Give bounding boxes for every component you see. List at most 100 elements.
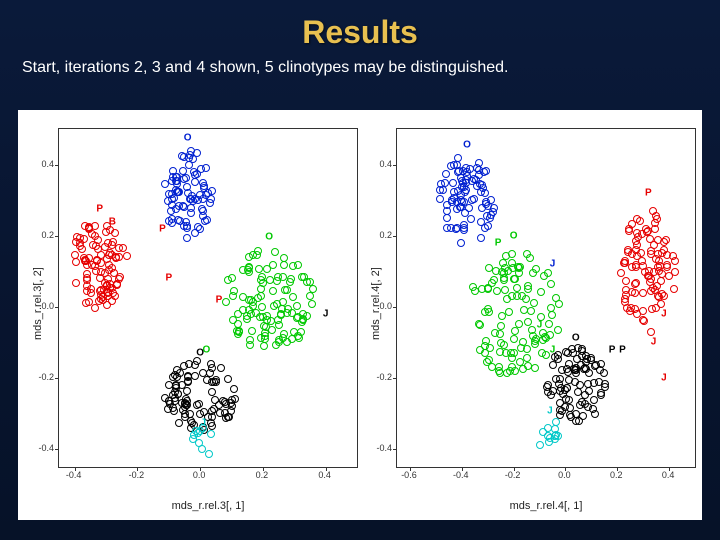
data-point [572,410,580,418]
data-point [496,369,504,377]
data-point [468,177,476,185]
data-point [595,378,603,386]
data-point [584,380,592,388]
data-point [199,369,207,377]
data-point [623,304,631,312]
data-point [274,273,282,281]
data-point [110,269,118,277]
data-point [663,263,671,271]
data-point [83,261,91,269]
ytick: 0.2 [30,230,54,240]
data-point [249,251,257,259]
data-point [633,241,641,249]
data-point [203,216,211,224]
data-point [254,294,262,302]
cluster-label: O [572,333,580,344]
data-point [481,224,489,232]
data-point [191,229,199,237]
data-point [511,275,519,283]
page-subtitle: Start, iterations 2, 3 and 4 shown, 5 cl… [0,59,720,87]
data-point [462,164,470,172]
data-point [207,430,215,438]
data-point [481,189,489,197]
data-point [85,298,93,306]
data-point [596,366,604,374]
data-point [524,362,532,370]
data-point [229,316,237,324]
data-point [527,307,535,315]
data-point [590,396,598,404]
data-point [193,149,201,157]
xtick: -0.6 [394,470,424,480]
data-point [78,245,86,253]
xtick: -0.4 [59,470,89,480]
outlier-label: O [203,344,211,355]
data-point [161,180,169,188]
data-point [248,327,256,335]
outlier-label: P [495,237,502,248]
data-point [460,226,468,234]
xlabel-right: mds_r.rel.4[, 1] [510,500,583,512]
xtick: 0.2 [247,470,277,480]
data-point [469,283,477,291]
data-point [111,229,119,237]
data-point [196,191,204,199]
data-point [202,164,210,172]
data-point [191,178,199,186]
data-point [591,410,599,418]
data-point [299,316,307,324]
data-point [187,204,195,212]
outlier-label: P [609,344,616,355]
data-point [165,190,173,198]
data-point [465,204,473,212]
data-point [281,286,289,294]
xtick: 0.4 [310,470,340,480]
xtick: 0.0 [184,470,214,480]
data-point [280,261,288,269]
data-point [183,224,191,232]
data-point [523,354,531,362]
outlier-label: J [550,344,556,355]
data-point [230,385,238,393]
data-point [516,358,524,366]
xtick: 0.4 [653,470,683,480]
data-point [184,377,192,385]
data-point [175,202,183,210]
cluster-label: O [510,230,518,241]
data-point [651,219,659,227]
data-point [547,280,555,288]
data-point [631,280,639,288]
cluster-label: O [463,140,471,151]
data-point [622,277,630,285]
data-point [176,369,184,377]
data-point [257,276,265,284]
data-point [309,285,317,293]
data-point [108,241,116,249]
outlier-label: P [159,223,166,234]
data-point [532,265,540,273]
xtick: 0.2 [601,470,631,480]
data-point [85,225,93,233]
data-point [499,259,507,267]
data-point [524,285,532,293]
data-point [578,352,586,360]
data-point [572,366,580,374]
ytick: -0.4 [368,443,392,453]
data-point [436,195,444,203]
outlier-label: J [550,259,556,270]
data-point [647,247,655,255]
cluster-label: O [265,232,273,243]
data-point [485,308,493,316]
data-point [579,412,587,420]
data-point [200,182,208,190]
data-point [260,342,268,350]
data-point [556,375,564,383]
data-point [224,375,232,383]
data-point [206,369,214,377]
data-point [235,327,243,335]
data-point [654,236,662,244]
ytick: -0.2 [30,372,54,382]
data-point [186,410,194,418]
data-point [452,225,460,233]
data-point [561,403,569,411]
